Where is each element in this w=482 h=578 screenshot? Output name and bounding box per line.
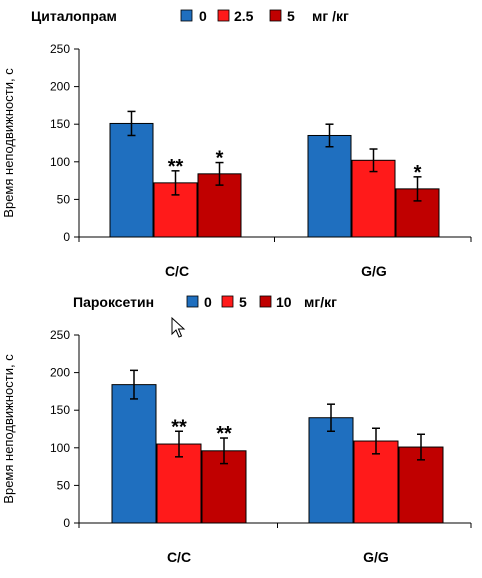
- citalopram-chart: Циталопрам 0 2.5 5 мг /кг Время неподвижности…: [1, 8, 472, 279]
- y-tick-label: 0: [63, 516, 70, 530]
- y-tick-label: 200: [50, 366, 70, 380]
- legend-swatch: [217, 9, 230, 22]
- legend-label: 10: [276, 294, 292, 310]
- bar: [353, 440, 399, 524]
- legend-unit: мг /кг: [312, 8, 349, 24]
- legend-swatch: [259, 295, 272, 308]
- y-axis-label: Время неподвижности, с: [1, 68, 16, 218]
- paroxetine-chart: Пароксетин 0 5 10 мг/кг Время неподвижности, …: [1, 294, 472, 565]
- bar: [308, 417, 354, 524]
- legend-swatch: [221, 295, 234, 308]
- y-tick-label: 100: [50, 155, 70, 169]
- y-tick-label: 200: [50, 80, 70, 94]
- bar: [109, 122, 154, 238]
- y-tick-label: 0: [63, 230, 70, 244]
- legend-swatch: [186, 295, 199, 308]
- y-tick-label: 50: [57, 192, 71, 206]
- y-tick-label: 100: [50, 441, 70, 455]
- y-tick-label: 250: [50, 42, 70, 56]
- mouse-cursor-icon: [171, 316, 186, 338]
- legend-swatch: [269, 9, 282, 22]
- bar: [197, 173, 242, 238]
- bar: [307, 134, 352, 238]
- legend-label: 0: [204, 294, 212, 310]
- y-tick-label: 150: [50, 403, 70, 417]
- category-label: G/G: [363, 549, 389, 565]
- y-tick-label: 50: [57, 478, 71, 492]
- category-label: C/C: [167, 549, 191, 565]
- bar: [351, 159, 396, 238]
- legend-title: Пароксетин: [73, 294, 154, 310]
- y-tick-label: 250: [50, 328, 70, 342]
- legend-label: 2.5: [234, 8, 254, 24]
- legend-label: 5: [287, 8, 295, 24]
- legend-label: 0: [199, 8, 207, 24]
- y-axis-label: Время неподвижности, с: [1, 354, 16, 504]
- significance-mark: **: [168, 156, 184, 178]
- legend-title: Циталопрам: [31, 8, 117, 24]
- significance-mark: *: [414, 162, 422, 184]
- legend-label: 5: [239, 294, 247, 310]
- category-label: G/G: [361, 263, 387, 279]
- legend-unit: мг/кг: [304, 294, 337, 310]
- category-label: C/C: [165, 263, 189, 279]
- significance-mark: **: [171, 416, 187, 438]
- significance-mark: **: [216, 423, 232, 445]
- bar: [111, 384, 157, 524]
- significance-mark: *: [216, 148, 224, 170]
- legend-swatch: [180, 9, 193, 22]
- y-tick-label: 150: [50, 117, 70, 131]
